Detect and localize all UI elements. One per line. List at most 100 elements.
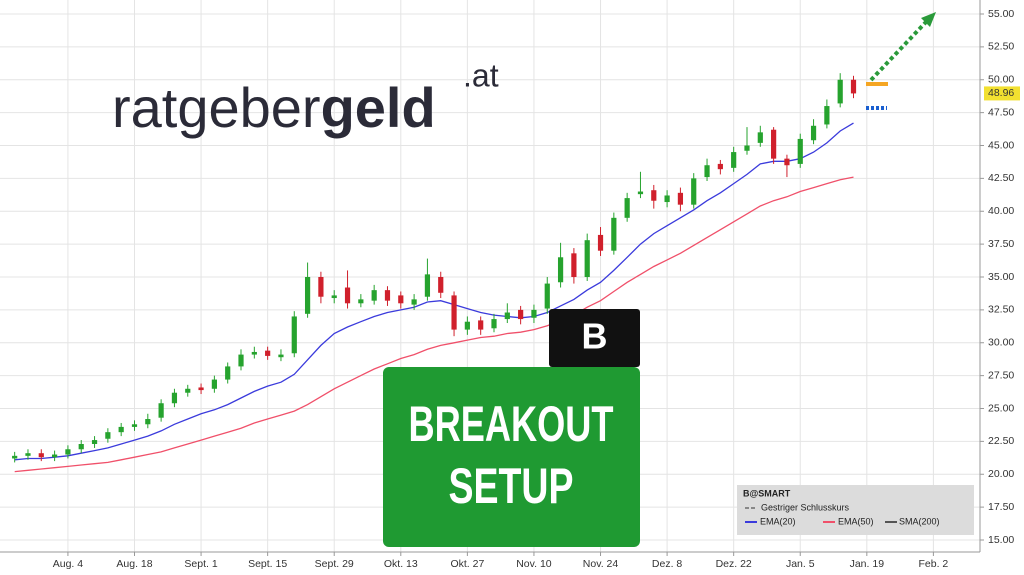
candle-body xyxy=(12,455,18,459)
candle-body xyxy=(438,277,444,293)
candle-body xyxy=(771,129,777,159)
candle-body xyxy=(824,106,830,125)
candle-body xyxy=(691,178,697,205)
badge-box xyxy=(549,309,640,367)
candle-body xyxy=(118,426,124,433)
logo: ratgebergeld xyxy=(112,76,436,139)
candle-body xyxy=(597,234,604,251)
legend-item: EMA(50) xyxy=(838,516,874,526)
legend-title: B@SMART xyxy=(743,488,791,498)
candle-body xyxy=(158,403,164,418)
x-tick-label: Sept. 29 xyxy=(315,558,354,570)
y-tick-label: 47.50 xyxy=(988,106,1014,118)
indicator-line xyxy=(14,122,854,461)
y-tick-label: 15.00 xyxy=(988,534,1014,546)
candle-body xyxy=(78,444,84,450)
y-tick-label: 32.50 xyxy=(988,304,1014,316)
candle-body xyxy=(91,440,98,445)
candle-body xyxy=(185,388,191,393)
candle-body xyxy=(584,240,590,277)
candle-body xyxy=(557,257,564,283)
candle-body xyxy=(278,354,284,358)
candle-body xyxy=(331,295,337,299)
candle-body xyxy=(451,295,457,330)
candle-body xyxy=(291,316,297,354)
y-tick-label: 27.50 xyxy=(988,369,1014,381)
candle-body xyxy=(145,419,151,425)
last-price-label: 48.96 xyxy=(988,87,1014,99)
candles xyxy=(12,73,857,463)
candle-body xyxy=(850,79,857,94)
last-price-box xyxy=(984,86,1020,101)
x-tick-label: Dez. 22 xyxy=(716,558,752,570)
candle-body xyxy=(371,290,377,301)
candle-body xyxy=(837,79,843,104)
x-tick-label: Sept. 1 xyxy=(184,558,217,570)
y-tick-label: 37.50 xyxy=(988,238,1014,250)
y-tick-label: 35.00 xyxy=(988,271,1014,283)
candle-body xyxy=(757,132,763,143)
candle-body xyxy=(744,145,750,151)
candle-body xyxy=(25,453,31,456)
y-tick-label: 45.00 xyxy=(988,139,1014,151)
x-tick-label: Nov. 10 xyxy=(516,558,552,570)
x-tick-label: Okt. 13 xyxy=(384,558,418,570)
candle-body xyxy=(717,163,723,170)
candle-body xyxy=(637,191,644,195)
x-tick-label: Okt. 27 xyxy=(450,558,484,570)
candle-body xyxy=(211,379,217,389)
y-tick-label: 52.50 xyxy=(988,41,1014,53)
candle-body xyxy=(518,309,524,320)
candle-body xyxy=(131,424,138,427)
candle-body xyxy=(304,277,311,314)
logo-text: ratgeber xyxy=(112,76,321,139)
logo-suffix: .at xyxy=(463,57,499,93)
candle-body xyxy=(810,125,817,141)
candle-body xyxy=(731,152,737,168)
y-tick-label: 40.00 xyxy=(988,205,1014,217)
candle-body xyxy=(624,198,630,218)
trend-arrow xyxy=(869,20,928,82)
candle-body xyxy=(544,283,550,309)
arrow-head xyxy=(921,12,936,27)
candle-body xyxy=(225,366,231,380)
banner-line: SETUP xyxy=(449,458,574,514)
candle-body xyxy=(704,165,710,178)
candle-body xyxy=(411,299,417,305)
legend-item: SMA(200) xyxy=(899,516,940,526)
candle-body xyxy=(318,277,324,297)
x-tick-label: Dez. 8 xyxy=(652,558,683,570)
y-tick-label: 30.00 xyxy=(988,337,1014,349)
legend-item: EMA(20) xyxy=(760,516,796,526)
candle-body xyxy=(611,217,617,251)
candle-body xyxy=(105,432,111,439)
candle-body xyxy=(52,454,58,458)
banner-box xyxy=(383,367,640,547)
candle-body xyxy=(651,190,657,201)
candle-body xyxy=(198,387,204,391)
y-tick-label: 22.50 xyxy=(988,435,1014,447)
candle-body xyxy=(504,312,510,320)
x-tick-label: Sept. 15 xyxy=(248,558,287,570)
candle-body xyxy=(384,290,391,301)
x-tick-label: Jan. 19 xyxy=(850,558,885,570)
x-tick-label: Aug. 18 xyxy=(116,558,152,570)
y-tick-label: 20.00 xyxy=(988,468,1014,480)
x-tick-label: Jan. 5 xyxy=(786,558,815,570)
candle-body xyxy=(464,321,470,330)
x-tick-label: Nov. 24 xyxy=(583,558,619,570)
indicator-line xyxy=(14,176,854,473)
candle-body xyxy=(531,309,537,318)
indicator-lines xyxy=(14,122,854,473)
legend-item: Gestriger Schlusskurs xyxy=(761,502,850,512)
candle-body xyxy=(478,320,484,330)
y-tick-label: 50.00 xyxy=(988,74,1014,86)
candle-body xyxy=(677,192,684,205)
candle-body xyxy=(344,287,351,304)
candle-body xyxy=(424,274,431,297)
candle-body xyxy=(797,138,803,164)
y-tick-label: 55.00 xyxy=(988,8,1014,20)
candle-body xyxy=(664,195,670,203)
candle-body xyxy=(398,295,404,304)
